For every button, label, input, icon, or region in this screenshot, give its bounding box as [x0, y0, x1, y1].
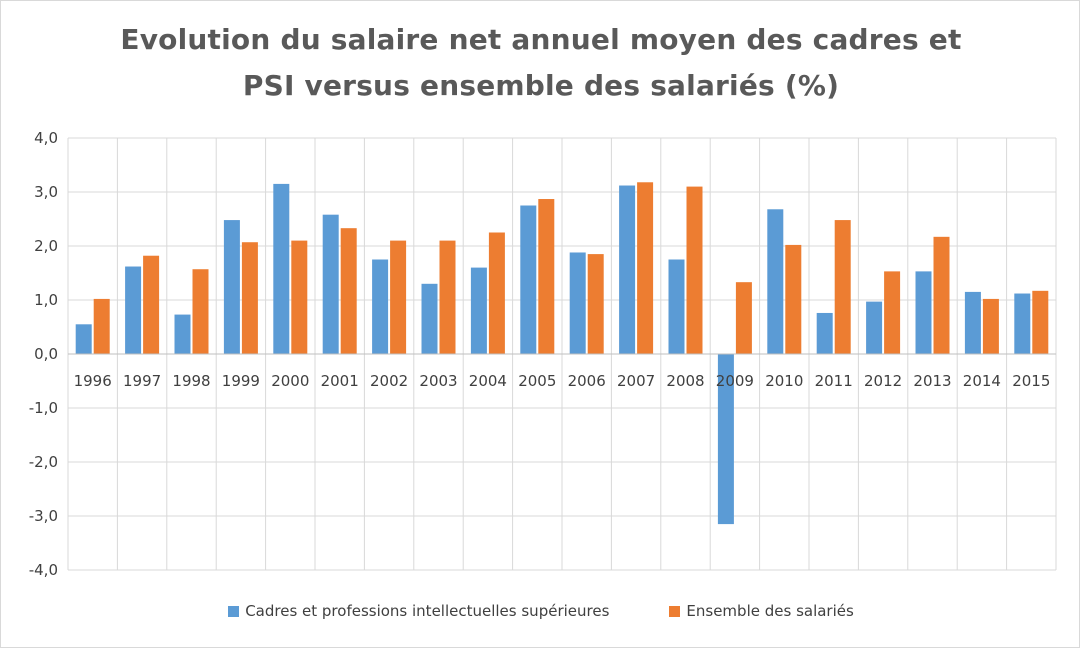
x-tick-label: 1996 [74, 372, 112, 390]
x-tick-label: 1997 [123, 372, 161, 390]
bar-series-1-2001 [322, 214, 339, 354]
bar-series-1-2015 [1014, 293, 1031, 354]
bar-series-1-2009 [717, 354, 734, 525]
x-tick-label: 2002 [370, 372, 408, 390]
bar-series-2-2000 [291, 240, 308, 354]
bar-series-2-2012 [884, 271, 901, 354]
bar-series-1-2010 [767, 209, 784, 354]
bar-series-2-1999 [241, 242, 258, 354]
x-tick-label: 2009 [716, 372, 754, 390]
bar-series-1-2000 [273, 183, 290, 354]
bar-series-1-2003 [421, 283, 438, 354]
bar-series-2-2011 [834, 220, 851, 354]
bar-series-2-2002 [390, 240, 407, 354]
x-tick-label: 2010 [765, 372, 803, 390]
legend-item-series-2: Ensemble des salariés [669, 602, 854, 620]
y-tick-label: -3,0 [29, 507, 58, 525]
bar-series-2-2013 [933, 236, 950, 354]
bar-series-2-2015 [1032, 290, 1049, 354]
chart-title-line-1: Evolution du salaire net annuel moyen de… [120, 23, 962, 56]
x-tick-label: 2004 [469, 372, 507, 390]
bar-series-2-2006 [587, 254, 604, 354]
bar-series-2-2009 [735, 282, 752, 354]
y-tick-label: 1,0 [34, 291, 58, 309]
y-tick-label: 2,0 [34, 237, 58, 255]
bar-series-2-2004 [488, 232, 505, 354]
chart-legend: Cadres et professions intellectuelles su… [1, 602, 1080, 620]
bar-series-1-2012 [866, 301, 883, 354]
bar-series-2-2010 [785, 244, 802, 354]
x-tick-label: 2008 [666, 372, 704, 390]
x-tick-label: 2006 [568, 372, 606, 390]
bar-series-1-1999 [223, 220, 240, 354]
bar-series-2-2005 [538, 199, 555, 354]
legend-swatch-series-1 [228, 605, 240, 617]
bar-series-2-1996 [93, 298, 110, 354]
y-tick-label: 0,0 [34, 345, 58, 363]
bar-series-2-2003 [439, 240, 456, 354]
y-tick-label: -1,0 [29, 399, 58, 417]
x-tick-label: 2007 [617, 372, 655, 390]
y-tick-label: -2,0 [29, 453, 58, 471]
bar-series-1-1996 [75, 324, 92, 354]
legend-item-series-1: Cadres et professions intellectuelles su… [228, 602, 609, 620]
bar-series-1-2006 [569, 252, 586, 354]
x-tick-label: 2012 [864, 372, 902, 390]
bar-series-1-1997 [125, 266, 142, 354]
x-tick-label: 1999 [222, 372, 260, 390]
x-tick-label: 2000 [271, 372, 309, 390]
bar-series-1-1998 [174, 314, 191, 354]
x-tick-label: 2014 [963, 372, 1001, 390]
x-tick-label: 2001 [321, 372, 359, 390]
x-tick-label: 2013 [913, 372, 951, 390]
bar-series-2-2008 [686, 186, 703, 354]
x-tick-label: 2011 [815, 372, 853, 390]
legend-swatch-series-2 [669, 605, 681, 617]
y-tick-label: -4,0 [29, 561, 58, 579]
x-tick-label: 1998 [172, 372, 210, 390]
bar-series-2-2001 [340, 228, 357, 354]
bar-series-1-2014 [964, 291, 981, 354]
chart-title-line-2: PSI versus ensemble des salariés (%) [242, 69, 840, 102]
legend-label-series-2: Ensemble des salariés [686, 602, 854, 620]
bar-series-1-2008 [668, 259, 685, 354]
y-tick-label: 3,0 [34, 183, 58, 201]
bar-series-1-2013 [915, 271, 932, 354]
x-tick-label: 2003 [419, 372, 457, 390]
y-tick-label: 4,0 [34, 129, 58, 147]
bar-series-2-1997 [143, 255, 160, 354]
bar-series-1-2004 [470, 267, 487, 354]
bar-series-2-2007 [637, 182, 654, 354]
x-tick-label: 2005 [518, 372, 556, 390]
bar-series-2-1998 [192, 269, 209, 354]
bar-series-2-2014 [982, 298, 999, 354]
x-tick-label: 2015 [1012, 372, 1050, 390]
bar-series-1-2002 [372, 259, 389, 354]
legend-label-series-1: Cadres et professions intellectuelles su… [245, 602, 610, 620]
bar-series-1-2005 [520, 205, 537, 354]
bar-series-1-2011 [816, 312, 833, 354]
bar-series-1-2007 [619, 185, 636, 354]
